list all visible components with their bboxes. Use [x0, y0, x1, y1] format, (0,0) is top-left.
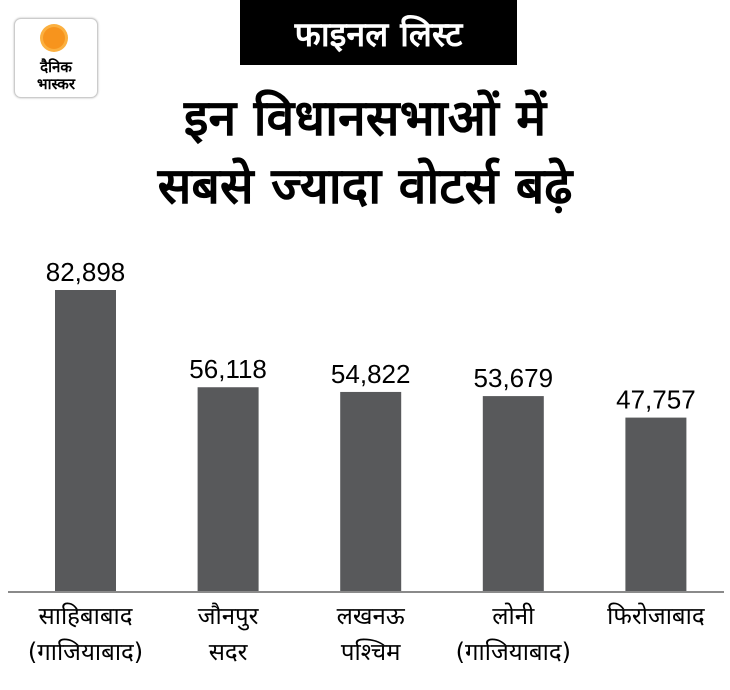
- data-label: 82,898: [46, 257, 126, 287]
- category-line2: सदर: [208, 638, 248, 666]
- category-label: लोनी (गाजियाबाद): [428, 598, 598, 670]
- category-line1: लोनी: [492, 602, 535, 630]
- title-line2: सबसे ज्यादा वोटर्स बढ़े: [157, 157, 573, 215]
- dainik-bhaskar-logo: दैनिक भास्कर: [14, 18, 98, 98]
- bar: [340, 391, 402, 591]
- category-line2: (गाजियाबाद): [27, 638, 144, 666]
- category-line1: फिरोजाबाद: [607, 602, 705, 630]
- category-label: साहिबाबाद (गाजियाबाद): [1, 598, 171, 670]
- sun-icon: [43, 27, 65, 49]
- data-label: 47,757: [616, 385, 696, 415]
- category-line1: साहिबाबाद: [38, 602, 133, 630]
- category-label: फिरोजाबाद: [571, 598, 730, 634]
- data-label: 54,822: [331, 359, 411, 389]
- bar: [625, 417, 687, 591]
- bar: [197, 387, 259, 591]
- category-line1: जौनपुर: [197, 602, 259, 630]
- data-label: 56,118: [189, 354, 267, 384]
- logo-line1: दैनिक: [40, 58, 72, 76]
- title-line1: इन विधानसभाओं में: [183, 89, 547, 147]
- category-label: जौनपुर सदर: [143, 598, 313, 670]
- bar: [482, 396, 544, 591]
- category-line2: (गाजियाबाद): [455, 638, 571, 666]
- logo-line2: भास्कर: [37, 75, 75, 93]
- category-label: लखनऊ पश्चिम: [286, 598, 456, 670]
- data-label: 53,679: [474, 363, 554, 393]
- category-line1: लखनऊ: [336, 602, 405, 630]
- category-line2: पश्चिम: [340, 638, 401, 666]
- final-list-tag: फाइनल लिस्ट: [240, 0, 517, 65]
- bar: [55, 290, 116, 591]
